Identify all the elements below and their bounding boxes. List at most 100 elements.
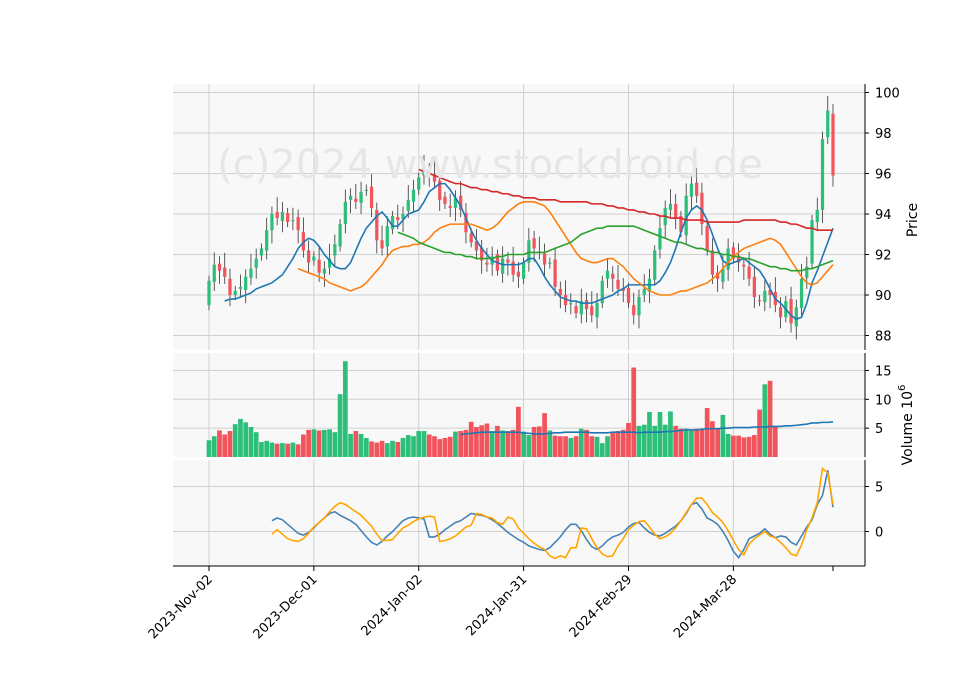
candle-down xyxy=(705,226,709,251)
candle-down xyxy=(317,259,321,273)
candle-up xyxy=(799,278,804,309)
price-panel: 88 90 92 94 96 98 100 xyxy=(173,84,900,350)
candle-up xyxy=(322,268,326,274)
candle-up xyxy=(579,301,583,315)
candle-down xyxy=(286,212,290,223)
candle-down xyxy=(768,289,772,295)
volume-bar xyxy=(322,429,327,457)
x-tick-label: 2023-Nov-02 xyxy=(146,572,216,642)
volume-bar xyxy=(295,444,301,457)
candle-up xyxy=(642,288,646,295)
price-tick-label: 94 xyxy=(875,208,892,223)
candle-down xyxy=(354,198,358,202)
volume-bar xyxy=(647,411,652,457)
candle-up xyxy=(548,262,552,264)
candle-down xyxy=(590,306,594,316)
candle-up xyxy=(726,248,730,270)
candle-down xyxy=(217,263,222,271)
candle-up xyxy=(327,258,332,268)
candle-down xyxy=(438,180,442,200)
sma-slow-line xyxy=(397,225,834,272)
volume-bar xyxy=(384,443,390,457)
candle-down xyxy=(375,209,379,241)
candle-down xyxy=(228,278,232,295)
candle-down xyxy=(432,174,437,182)
candle-up xyxy=(417,177,421,190)
macd-line xyxy=(271,470,834,559)
candle-up xyxy=(359,191,363,203)
candle-down xyxy=(716,272,720,279)
volume-bar xyxy=(573,436,579,457)
volume-bar xyxy=(458,431,464,457)
volume-bar xyxy=(374,442,380,457)
candle-down xyxy=(511,261,515,275)
candle-down xyxy=(469,233,473,243)
volume-bar xyxy=(605,436,610,457)
candle-up xyxy=(653,250,657,280)
volume-bar xyxy=(290,442,296,457)
candle-up xyxy=(527,240,531,263)
volume-bar xyxy=(390,440,395,457)
volume-bar xyxy=(206,440,212,457)
volume-bar xyxy=(337,394,343,457)
volume-bar xyxy=(505,431,511,457)
candle-up xyxy=(411,189,416,202)
volume-bar xyxy=(526,435,532,457)
volume-bar xyxy=(683,428,689,457)
volume-bar xyxy=(746,436,752,457)
candle-down xyxy=(396,217,400,221)
candle-up xyxy=(390,216,395,230)
candle-down xyxy=(584,300,589,310)
volume-bar xyxy=(710,421,715,457)
volume-bar xyxy=(589,436,595,457)
candle-down xyxy=(789,299,793,324)
candle-down xyxy=(506,259,510,263)
volume-bar xyxy=(280,443,285,457)
volume-bar xyxy=(259,441,264,457)
x-tick-label: 2024-Mar-28 xyxy=(671,572,740,641)
candle-up xyxy=(312,256,316,261)
candle-up xyxy=(406,199,410,211)
volume-bar xyxy=(741,437,747,457)
volume-bar xyxy=(453,431,458,457)
volume-average-line xyxy=(460,421,834,436)
volume-bar xyxy=(500,430,506,457)
candle-up xyxy=(721,268,725,282)
volume-tick-label: 10 xyxy=(875,393,892,408)
volume-axis-label-text: Volume 10 xyxy=(900,391,916,465)
volume-bar xyxy=(641,424,647,457)
volume-bar xyxy=(468,421,474,457)
volume-axis-label-exponent: 6 xyxy=(897,385,908,391)
volume-bar xyxy=(395,441,401,457)
macd-background xyxy=(173,460,865,566)
volume-bar xyxy=(243,422,249,457)
volume-bar xyxy=(610,431,616,457)
candle-down xyxy=(626,287,631,304)
candle-down xyxy=(752,276,756,298)
volume-bar xyxy=(274,443,280,457)
volume-bar xyxy=(652,425,658,457)
volume-bar xyxy=(668,411,673,457)
candle-down xyxy=(747,266,751,279)
candle-down xyxy=(532,238,536,249)
volume-bar xyxy=(673,425,679,457)
volume-bar xyxy=(405,435,411,457)
candle-down xyxy=(679,216,683,233)
price-tick-label: 98 xyxy=(875,127,892,142)
volume-bar xyxy=(227,431,233,457)
volume-bar xyxy=(731,435,736,457)
candle-up xyxy=(826,110,830,138)
candle-down xyxy=(301,232,306,251)
volume-bar xyxy=(495,425,500,457)
candle-down xyxy=(632,305,636,316)
volume-bar xyxy=(269,442,275,457)
candle-up xyxy=(364,189,368,191)
volume-bar xyxy=(489,431,495,457)
candle-down xyxy=(553,259,557,287)
volume-panel: 5 10 15 xyxy=(173,353,892,457)
volume-axis-label: Volume 106 xyxy=(897,385,916,466)
volume-bar xyxy=(694,428,700,457)
volume-bar xyxy=(662,424,668,457)
volume-bar xyxy=(432,436,437,457)
price-tick-label: 96 xyxy=(875,168,892,183)
